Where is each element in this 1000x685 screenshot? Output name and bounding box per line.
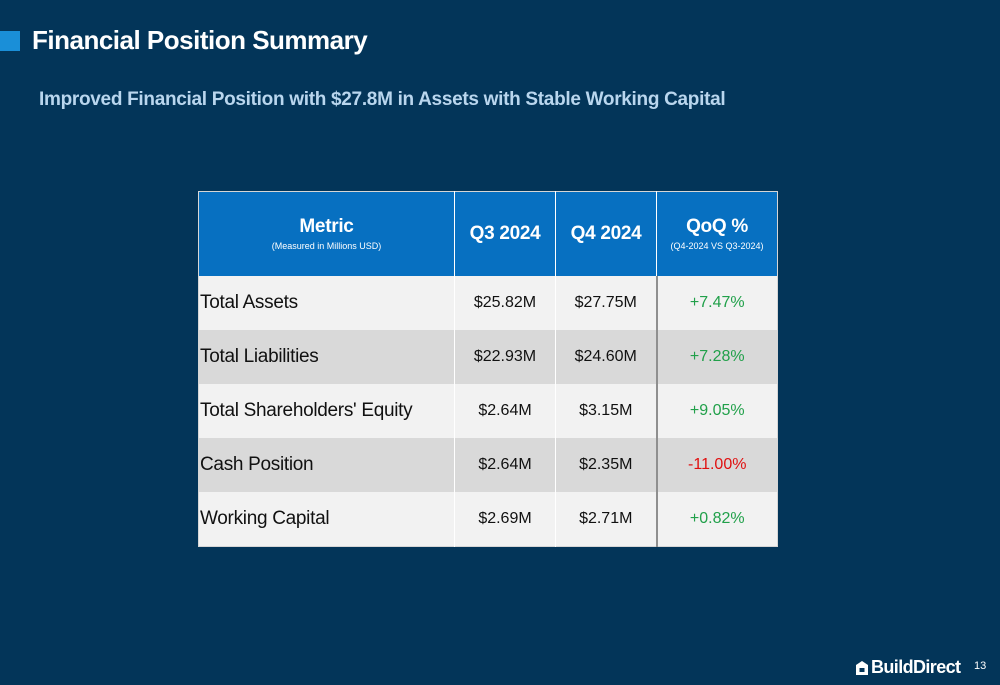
row-qoq-change: +9.05%	[656, 384, 778, 438]
row-q4-value: $24.60M	[555, 330, 658, 384]
table-row: Cash Position $2.64M $2.35M -11.00%	[198, 438, 778, 492]
header-qoq-sublabel: (Q4-2024 VS Q3-2024)	[670, 241, 764, 251]
house-icon	[856, 658, 868, 680]
row-q4-value: $3.15M	[555, 384, 658, 438]
row-q3-value: $2.64M	[454, 438, 556, 492]
row-metric-name: Total Shareholders' Equity	[198, 384, 455, 438]
financial-position-table: Metric (Measured in Millions USD) Q3 202…	[198, 191, 778, 547]
row-q4-value: $27.75M	[555, 276, 658, 330]
row-qoq-change: +7.28%	[656, 330, 778, 384]
row-q4-value: $2.71M	[555, 492, 658, 547]
header-metric: Metric (Measured in Millions USD)	[198, 191, 455, 276]
header-q3: Q3 2024	[454, 191, 556, 276]
brand-logo: BuildDirect	[856, 656, 961, 680]
header-q4: Q4 2024	[555, 191, 657, 276]
table-row: Total Shareholders' Equity $2.64M $3.15M…	[198, 384, 778, 438]
slide-subtitle: Improved Financial Position with $27.8M …	[39, 89, 726, 110]
table-row: Total Liabilities $22.93M $24.60M +7.28%	[198, 330, 778, 384]
header-qoq: QoQ % (Q4-2024 VS Q3-2024)	[656, 191, 778, 276]
row-qoq-change: -11.00%	[656, 438, 778, 492]
row-metric-name: Working Capital	[198, 492, 455, 547]
brand-name: BuildDirect	[871, 657, 961, 677]
row-metric-name: Total Liabilities	[198, 330, 455, 384]
table-header-row: Metric (Measured in Millions USD) Q3 202…	[198, 191, 778, 276]
header-metric-sublabel: (Measured in Millions USD)	[271, 241, 382, 251]
row-metric-name: Total Assets	[198, 276, 455, 330]
header-q3-label: Q3 2024	[469, 223, 541, 244]
header-metric-label: Metric	[299, 216, 354, 237]
row-qoq-change: +0.82%	[656, 492, 778, 547]
header-q4-label: Q4 2024	[570, 223, 642, 244]
row-q3-value: $2.64M	[454, 384, 556, 438]
slide-title: Financial Position Summary	[32, 25, 368, 55]
page-number: 13	[974, 660, 987, 672]
title-accent-marker	[0, 31, 20, 51]
header-qoq-label: QoQ %	[686, 216, 748, 237]
row-q4-value: $2.35M	[555, 438, 658, 492]
row-q3-value: $2.69M	[454, 492, 556, 547]
table-row: Total Assets $25.82M $27.75M +7.47%	[198, 276, 778, 330]
table-row: Working Capital $2.69M $2.71M +0.82%	[198, 492, 778, 547]
row-q3-value: $22.93M	[454, 330, 556, 384]
row-q3-value: $25.82M	[454, 276, 556, 330]
row-metric-name: Cash Position	[198, 438, 455, 492]
row-qoq-change: +7.47%	[656, 276, 778, 330]
